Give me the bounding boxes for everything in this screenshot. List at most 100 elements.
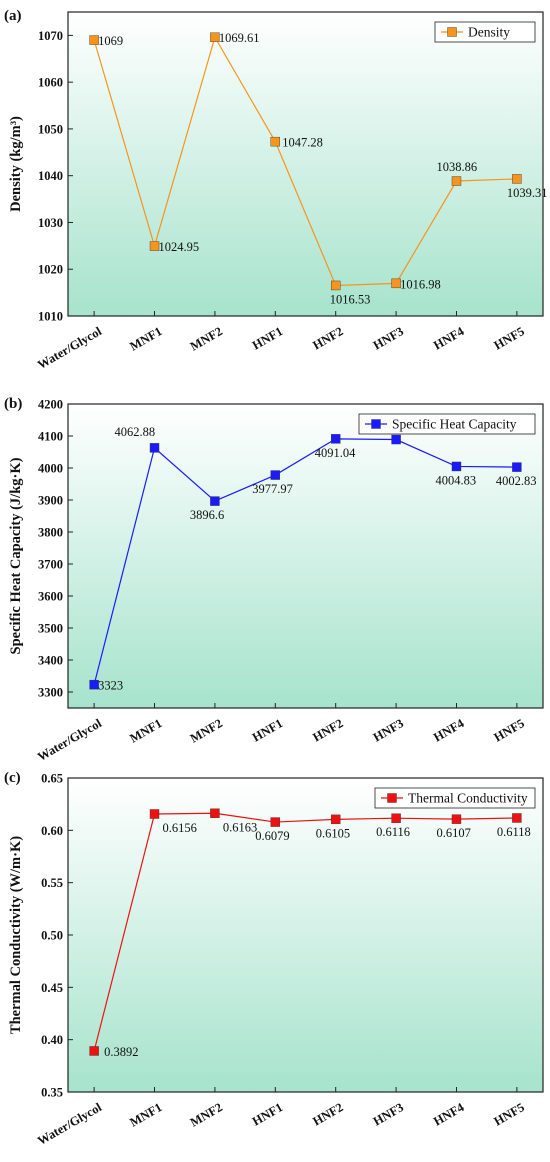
data-point xyxy=(512,813,522,823)
y-tick-label: 0.55 xyxy=(41,876,63,890)
data-point xyxy=(451,461,462,472)
data-point xyxy=(149,241,160,251)
x-tick-label: HNF5 xyxy=(492,1100,527,1128)
legend-label: Density xyxy=(468,25,510,40)
y-tick-label: 1050 xyxy=(38,122,63,136)
legend-box xyxy=(374,787,536,809)
data-label: 1016.53 xyxy=(330,292,371,306)
data-point xyxy=(391,813,401,823)
data-point xyxy=(89,35,99,45)
data-label: 0.6105 xyxy=(316,826,350,840)
y-tick-label: 0.40 xyxy=(41,1033,63,1047)
chart-panel-b: (b) 3300 3400 3500 3600 3700 3800 3900 4000 4100 4… xyxy=(4,396,544,764)
y-tick-label: 3700 xyxy=(38,558,63,572)
y-tick-label: 3800 xyxy=(38,526,63,540)
y-tick-label: 4000 xyxy=(38,462,63,476)
x-tick-label: MNF1 xyxy=(127,1100,164,1129)
data-point xyxy=(210,32,220,42)
x-tick-label: MNF2 xyxy=(188,716,225,745)
y-tick-label: 1040 xyxy=(38,169,63,183)
x-tick-label: HNF2 xyxy=(310,324,345,352)
data-label: 4002.83 xyxy=(496,474,537,488)
y-tick-label: 1070 xyxy=(38,29,63,43)
data-point xyxy=(149,443,160,453)
legend-label: Specific Heat Capacity xyxy=(392,417,517,432)
data-point xyxy=(270,470,281,480)
y-tick-label: 0.65 xyxy=(41,772,63,786)
data-point xyxy=(210,496,220,506)
data-label: 0.6118 xyxy=(497,825,531,839)
x-tick-label: HNF1 xyxy=(250,716,285,744)
data-point xyxy=(210,808,220,818)
data-point xyxy=(270,136,281,147)
plot-background xyxy=(68,778,543,1092)
y-tick-label: 1020 xyxy=(38,263,63,277)
x-tick-label: HNF5 xyxy=(492,324,527,352)
x-tick-label: HNF2 xyxy=(310,1100,345,1128)
plot-frame xyxy=(67,11,544,317)
x-tick-label: HNF2 xyxy=(310,716,345,744)
y-axis-label: Thermal Conductivity (W/m·K) xyxy=(8,836,24,1034)
x-tick-label: HNF1 xyxy=(250,324,285,352)
data-label: 0.6079 xyxy=(255,829,289,843)
x-tick-label: HNF3 xyxy=(371,324,406,352)
plot-background xyxy=(68,404,543,708)
data-label: 0.6116 xyxy=(376,825,410,839)
chart-panel-a: (a) 1010 1020 1030 1040 1050 1060 1070 Water/Gly… xyxy=(4,8,548,372)
x-tick-label: MNF1 xyxy=(127,324,164,353)
y-tick-label: 3400 xyxy=(38,654,63,668)
x-tick-label: HNF1 xyxy=(250,1100,285,1128)
x-tick-label: HNF4 xyxy=(431,1100,467,1129)
data-label: 1016.98 xyxy=(400,277,441,291)
data-point xyxy=(512,462,522,472)
data-label: 4062.88 xyxy=(115,425,156,439)
x-tick-label: MNF2 xyxy=(188,1100,225,1129)
y-tick-label: 1030 xyxy=(38,216,63,230)
series-line xyxy=(93,812,517,1052)
series-line xyxy=(93,35,517,287)
data-label: 4091.04 xyxy=(315,446,356,460)
series-line xyxy=(93,438,517,685)
panel-label: (b) xyxy=(4,396,22,412)
x-tick-label: HNF5 xyxy=(492,716,527,744)
x-tick-label: MNF2 xyxy=(188,324,225,353)
data-label: 0.6163 xyxy=(223,820,257,834)
legend-marker xyxy=(447,27,457,37)
legend-label: Thermal Conductivity xyxy=(408,791,528,806)
y-tick-label: 0.35 xyxy=(41,1086,63,1100)
data-label: 1047.28 xyxy=(282,136,323,150)
data-label: 1038.86 xyxy=(436,160,477,174)
legend-marker xyxy=(387,793,397,803)
data-point xyxy=(330,814,341,825)
data-label: 0.6107 xyxy=(436,826,470,840)
x-tick-label: HNF4 xyxy=(431,716,467,745)
y-tick-label: 3600 xyxy=(38,590,63,604)
y-tick-label: 3500 xyxy=(38,622,63,636)
plot-frame xyxy=(67,403,544,709)
x-tick-label: MNF1 xyxy=(127,716,164,745)
data-point xyxy=(451,176,462,186)
data-point xyxy=(89,1046,99,1056)
chart-panel-c: (c) 0.35 0.40 0.45 0.50 0.55 0.60 0.65 Water/Gly… xyxy=(4,770,544,1148)
data-point xyxy=(270,817,281,827)
panel-label: (a) xyxy=(4,8,22,24)
panel-label: (c) xyxy=(4,770,21,786)
y-tick-label: 0.50 xyxy=(41,929,63,943)
y-tick-label: 1010 xyxy=(38,310,63,324)
data-point xyxy=(391,434,401,445)
data-label: 0.6156 xyxy=(163,821,197,835)
y-tick-label: 0.60 xyxy=(41,824,63,838)
x-tick-label: HNF3 xyxy=(371,716,406,744)
data-point xyxy=(330,280,341,291)
data-label: 3323 xyxy=(98,679,123,693)
data-label: 1069.61 xyxy=(219,31,260,45)
data-point xyxy=(512,174,522,184)
data-label: 3896.6 xyxy=(190,508,224,522)
data-label: 0.3892 xyxy=(104,1045,138,1059)
y-tick-label: 1060 xyxy=(38,76,63,90)
data-point xyxy=(89,679,99,690)
data-point xyxy=(391,278,401,289)
data-label: 1039.31 xyxy=(507,186,548,200)
legend-box xyxy=(358,413,536,435)
